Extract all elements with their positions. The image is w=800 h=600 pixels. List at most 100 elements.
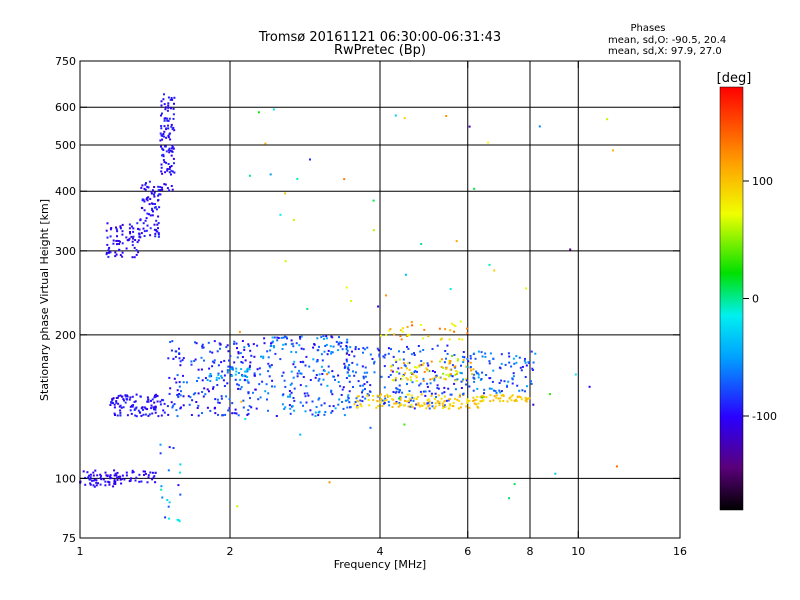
echo-point <box>247 409 250 412</box>
echo-point <box>267 370 270 373</box>
echo-point <box>394 402 397 405</box>
echo-point <box>139 219 142 222</box>
echo-point <box>117 394 120 397</box>
echo-point <box>171 128 174 131</box>
echo-point <box>172 404 175 407</box>
echo-point <box>395 390 398 393</box>
echo-point <box>229 365 231 368</box>
echo-point <box>331 410 334 413</box>
echo-point <box>531 369 534 371</box>
echo-point <box>361 400 364 403</box>
echo-point <box>228 407 231 410</box>
echo-point <box>377 349 380 352</box>
echo-point <box>484 352 487 355</box>
echo-point <box>386 393 389 396</box>
echo-point <box>328 481 331 484</box>
echo-point <box>138 411 141 414</box>
echo-point <box>290 339 293 342</box>
echo-point <box>326 384 329 387</box>
echo-point <box>246 368 249 371</box>
echo-point <box>233 412 236 415</box>
echo-point <box>460 380 463 383</box>
echo-point <box>472 400 475 402</box>
echo-point <box>284 335 287 338</box>
echo-point <box>422 362 425 365</box>
echo-point <box>363 348 366 351</box>
echo-point <box>466 400 469 403</box>
echo-point <box>276 339 279 342</box>
echo-point <box>525 364 528 367</box>
echo-point <box>413 354 416 356</box>
echo-point <box>389 395 392 397</box>
echo-point <box>410 403 413 406</box>
echo-point <box>157 235 160 238</box>
echo-point <box>284 260 287 263</box>
echo-point <box>157 189 160 192</box>
x-tick-label: 2 <box>227 545 234 558</box>
echo-point <box>448 338 451 341</box>
echo-point <box>264 142 267 145</box>
echo-point <box>137 409 140 412</box>
echo-point <box>393 333 396 336</box>
echo-point <box>249 361 252 364</box>
echo-point <box>346 338 349 341</box>
echo-point <box>524 396 527 399</box>
echo-point <box>94 469 97 472</box>
echo-point <box>309 158 311 161</box>
echo-point <box>170 173 172 176</box>
echo-point <box>368 404 371 407</box>
echo-point <box>606 118 609 121</box>
y-tick-label: 750 <box>55 55 76 68</box>
echo-point <box>163 402 166 405</box>
echo-point <box>172 117 175 120</box>
echo-point <box>150 407 153 410</box>
echo-point <box>359 403 362 406</box>
echo-point <box>159 132 162 135</box>
echo-point <box>201 346 204 349</box>
echo-point <box>274 352 277 355</box>
echo-point <box>134 407 137 410</box>
echo-point <box>329 345 332 348</box>
echo-point <box>161 147 164 150</box>
echo-point <box>204 377 207 379</box>
echo-point <box>520 369 523 372</box>
echo-point <box>400 378 403 381</box>
echo-point <box>469 357 472 360</box>
echo-point <box>362 347 365 350</box>
echo-point <box>361 389 364 392</box>
echo-point <box>93 478 96 481</box>
echo-point <box>384 353 387 356</box>
echo-point <box>415 376 418 379</box>
echo-point <box>209 380 212 382</box>
echo-point <box>135 393 138 396</box>
echo-point <box>400 338 403 341</box>
echo-point <box>404 365 407 368</box>
echo-point <box>480 351 483 354</box>
echo-point <box>115 401 118 404</box>
echo-point <box>231 402 234 405</box>
echo-point <box>151 209 154 211</box>
echo-point <box>226 382 229 385</box>
echo-point <box>142 413 145 416</box>
echo-point <box>356 406 359 408</box>
echo-point <box>508 397 511 400</box>
echo-point <box>160 166 163 169</box>
echo-point <box>407 401 410 404</box>
echo-point <box>348 380 351 383</box>
echo-point <box>249 364 251 367</box>
echo-point <box>296 372 299 375</box>
echo-point <box>140 186 143 189</box>
echo-point <box>242 406 245 409</box>
echo-point <box>354 401 357 403</box>
echo-point <box>177 519 180 522</box>
echo-point <box>130 225 133 228</box>
echo-point <box>109 474 112 477</box>
echo-point <box>281 403 284 406</box>
echo-point <box>99 473 102 476</box>
echo-point <box>334 407 337 410</box>
echo-point <box>153 186 156 188</box>
echo-point <box>236 347 238 350</box>
echo-point <box>296 375 299 378</box>
echo-point <box>514 398 517 401</box>
echo-point <box>475 370 478 373</box>
